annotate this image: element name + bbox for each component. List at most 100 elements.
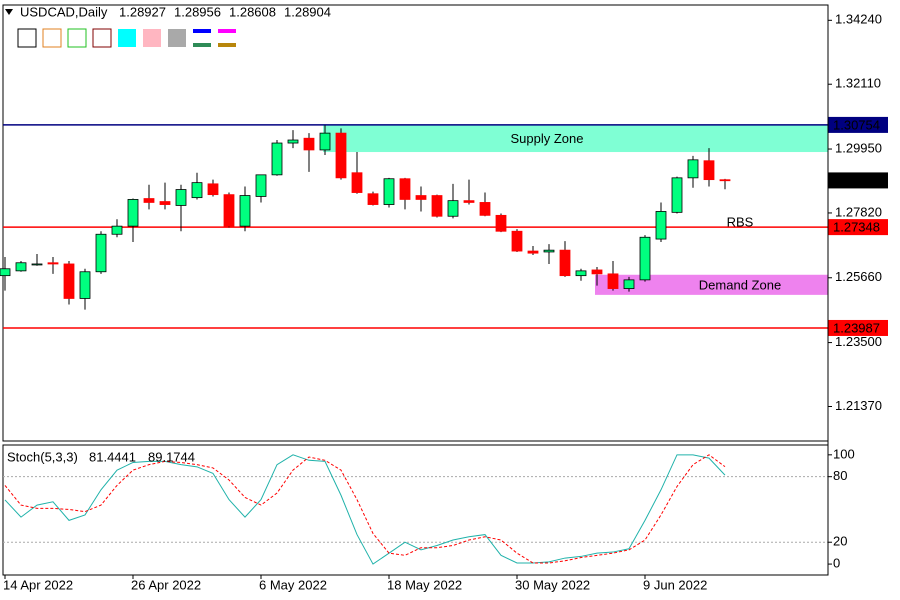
color-button[interactable] bbox=[143, 29, 161, 47]
candle-body bbox=[47, 262, 59, 265]
candle-body bbox=[399, 178, 411, 200]
candle-body bbox=[95, 233, 107, 273]
header-low: 1.28608 bbox=[229, 4, 276, 19]
y-tick-label: 0 bbox=[833, 556, 840, 571]
candle-body bbox=[175, 189, 187, 206]
color-button[interactable] bbox=[218, 43, 236, 47]
x-tick-label: 30 May 2022 bbox=[515, 577, 590, 592]
price-label: 1.27348 bbox=[833, 220, 880, 235]
color-button[interactable] bbox=[193, 29, 211, 33]
candle-body bbox=[719, 179, 731, 182]
zone-label: Demand Zone bbox=[699, 277, 781, 292]
candle-body bbox=[367, 193, 379, 205]
candle-body bbox=[239, 195, 251, 227]
zone bbox=[595, 274, 828, 295]
stoch-line bbox=[4, 454, 726, 565]
candle-body bbox=[495, 214, 507, 232]
color-button[interactable] bbox=[17, 28, 37, 48]
color-button[interactable] bbox=[92, 28, 112, 48]
y-tick-label: 1.32110 bbox=[835, 76, 881, 91]
y-tick-label: 100 bbox=[833, 446, 855, 461]
y-tick-label: 20 bbox=[833, 534, 847, 549]
candle-body bbox=[287, 139, 299, 144]
y-tick-label: 1.25660 bbox=[835, 269, 882, 284]
color-button[interactable] bbox=[193, 43, 211, 47]
candle-body bbox=[63, 263, 75, 299]
menu-arrow bbox=[5, 9, 13, 15]
candle-body bbox=[319, 132, 331, 151]
candle-body bbox=[255, 174, 267, 197]
y-tick-label: 80 bbox=[833, 468, 847, 483]
price-label: 1.23987 bbox=[833, 320, 880, 335]
candle-body bbox=[511, 230, 523, 252]
candle-body bbox=[703, 160, 715, 181]
color-button[interactable] bbox=[67, 28, 87, 48]
candle-body bbox=[655, 211, 667, 240]
candle-body bbox=[431, 195, 443, 217]
zone bbox=[323, 124, 828, 153]
price-label-box bbox=[828, 116, 888, 133]
chart-title: USDCAD,Daily bbox=[20, 4, 108, 19]
candle-body bbox=[415, 195, 427, 200]
current-price-box bbox=[828, 172, 888, 189]
color-button[interactable] bbox=[218, 29, 236, 33]
candle-body bbox=[639, 236, 651, 281]
indicator-value: 81.4441 bbox=[89, 449, 136, 464]
x-tick-label: 14 Apr 2022 bbox=[3, 577, 73, 592]
y-tick-label: 1.29950 bbox=[835, 140, 882, 155]
candle-body bbox=[223, 194, 235, 227]
candle-body bbox=[207, 183, 219, 196]
candle-body bbox=[159, 201, 171, 205]
color-button[interactable] bbox=[118, 29, 136, 47]
y-tick-label: 1.23500 bbox=[835, 334, 882, 349]
y-tick-label: 1.21370 bbox=[835, 398, 882, 413]
candle-body bbox=[543, 249, 555, 253]
price-label-box bbox=[828, 219, 888, 236]
y-tick-label: 1.27820 bbox=[835, 204, 882, 219]
current-price: 1.28904 bbox=[833, 173, 880, 188]
color-button[interactable] bbox=[42, 28, 62, 48]
x-tick-label: 26 Apr 2022 bbox=[131, 577, 201, 592]
candle-body bbox=[127, 199, 139, 227]
candle-body bbox=[383, 178, 395, 205]
y-tick-label: 1.34240 bbox=[835, 12, 882, 27]
candle-body bbox=[607, 273, 619, 289]
candle-body bbox=[623, 279, 635, 289]
candle-body bbox=[671, 177, 683, 213]
candle-body bbox=[687, 159, 699, 179]
header-high: 1.28956 bbox=[174, 4, 221, 19]
candle-body bbox=[0, 268, 11, 277]
candle-body bbox=[79, 271, 91, 299]
candle-body bbox=[303, 137, 315, 151]
candle-body bbox=[143, 198, 155, 203]
candle-body bbox=[15, 262, 27, 272]
x-tick-label: 9 Jun 2022 bbox=[643, 577, 707, 592]
indicator-value: 89.1744 bbox=[148, 449, 195, 464]
header-close: 1.28904 bbox=[284, 4, 331, 19]
header-open: 1.28927 bbox=[119, 4, 166, 19]
candle-body bbox=[31, 263, 43, 266]
price-label-box bbox=[828, 319, 888, 336]
candle-body bbox=[591, 269, 603, 275]
annotation: RBS bbox=[727, 214, 754, 229]
candle-body bbox=[111, 225, 123, 235]
color-button[interactable] bbox=[168, 29, 186, 47]
candle-body bbox=[191, 182, 203, 199]
candle-body bbox=[479, 202, 491, 216]
candle-body bbox=[527, 250, 539, 254]
candle-body bbox=[559, 249, 571, 277]
candle-body bbox=[447, 200, 459, 217]
template-buttons bbox=[17, 28, 236, 48]
candle-body bbox=[575, 270, 587, 277]
indicator-title: Stoch(5,3,3) bbox=[7, 449, 78, 464]
candle-body bbox=[271, 142, 283, 176]
candle-body bbox=[463, 200, 475, 203]
x-tick-label: 6 May 2022 bbox=[259, 577, 327, 592]
zone-label: Supply Zone bbox=[511, 131, 584, 146]
stoch-line bbox=[4, 454, 726, 564]
candle-body bbox=[335, 132, 347, 179]
candle-body bbox=[351, 172, 363, 193]
price-label: 1.30754 bbox=[833, 117, 880, 132]
